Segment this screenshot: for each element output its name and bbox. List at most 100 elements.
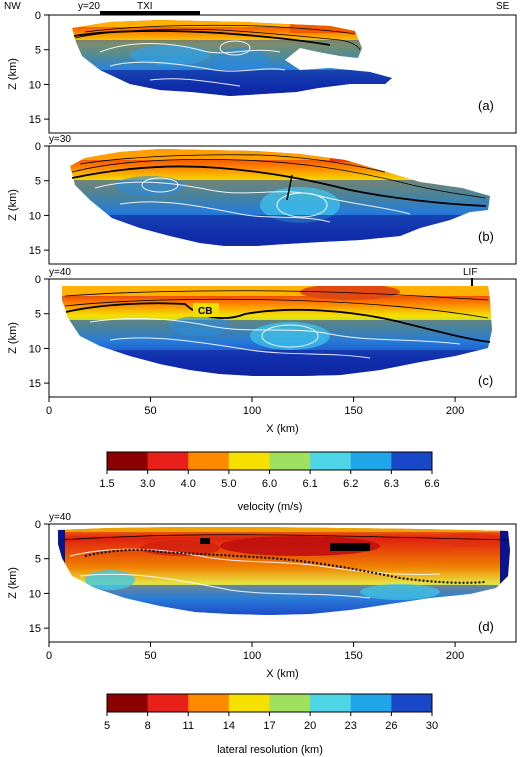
- y-tick-label: 0: [35, 274, 41, 286]
- y-tick-label: 0: [35, 519, 41, 531]
- corner-se-label: SE: [496, 1, 510, 12]
- colorbar-tick-label: 20: [304, 720, 316, 732]
- colorbar-cell: [107, 452, 149, 470]
- panel-b-marker: [286, 174, 293, 201]
- colorbar-tick-label: 11: [183, 720, 194, 732]
- panel-d-tag: (d): [478, 619, 494, 634]
- x-tick-label: 50: [144, 405, 156, 417]
- panel-c: y=40 LIF CB (c): [48, 267, 517, 398]
- colorbar-tick-label: 4.0: [181, 478, 196, 490]
- resolution-scale-label: lateral resolution (km): [217, 744, 323, 756]
- colorbar-cell: [228, 452, 270, 470]
- panel-b-white-contours: [94, 177, 411, 223]
- colorbar-cell: [188, 452, 230, 470]
- y-tick-label: 5: [35, 176, 41, 188]
- z-axis-label: Z (km): [7, 58, 19, 90]
- panel-c-section-label: y=40: [49, 267, 71, 278]
- colorbar-tick-label: 17: [263, 720, 275, 732]
- cb-label: CB: [198, 306, 212, 317]
- colorbar-tick-label: 8: [145, 720, 151, 732]
- y-tick-label: 15: [29, 378, 41, 390]
- panel-a: NW y=20 TXI SE (a): [4, 1, 517, 134]
- panel-d-basement-boundary: [84, 548, 486, 584]
- colorbar-cell: [188, 694, 230, 712]
- colorbar-cell: [269, 452, 311, 470]
- lif-label: LIF: [463, 267, 477, 278]
- txi-bar: [100, 11, 200, 15]
- panel-b-section-label: y=30: [49, 134, 71, 145]
- x-tick-label: 150: [344, 650, 362, 662]
- y-tick-label: 5: [35, 554, 41, 566]
- colorbar-cell: [350, 694, 392, 712]
- colorbar-cell: [228, 694, 270, 712]
- colorbar-tick-label: 5.0: [221, 478, 236, 490]
- panel-a-white-contours: [99, 40, 286, 87]
- y-tick-label: 10: [29, 210, 41, 222]
- panel-a-section-label: y=20: [78, 1, 100, 12]
- x-tick-label: 50: [144, 650, 156, 662]
- colorbar-tick-label: 23: [345, 720, 357, 732]
- colorbar-cell: [147, 452, 189, 470]
- colorbar-tick-label: 26: [385, 720, 397, 732]
- colorbar-tick-label: 5: [104, 720, 110, 732]
- y-tick-label: 15: [29, 245, 41, 257]
- panel-b-tag: (b): [478, 229, 494, 244]
- colorbar-tick-label: 1.5: [99, 478, 114, 490]
- panel-d: y=40 (d): [48, 512, 517, 643]
- y-tick-label: 0: [35, 141, 41, 153]
- velocity-colorbar: 1.5 3.0 4.0 5.0 6.0 6.1 6.2 6.3 6.6 velocity (m/…: [99, 451, 440, 513]
- panel-d-section-label: y=40: [49, 512, 71, 523]
- x-tick-label: 0: [46, 405, 52, 417]
- cb-label-bg: [193, 303, 219, 317]
- panel-c-tag: (c): [478, 373, 493, 388]
- colorbar-cell: [391, 452, 433, 470]
- colorbar-tick-label: 14: [223, 720, 235, 732]
- y-tick-label: 15: [29, 623, 41, 635]
- panel-axes-3: 0 5 10 15 Z (km) 0 50 100 150 200 X (km): [7, 519, 464, 680]
- panel-d-black-cells: [330, 543, 370, 551]
- x-tick-label: 200: [446, 405, 464, 417]
- panel-b: y=30 (b): [48, 134, 517, 265]
- colorbar-tick-label: 3.0: [140, 478, 155, 490]
- z-axis-label: Z (km): [7, 567, 19, 599]
- panel-axes-1: 0 5 10 15 Z (km): [7, 141, 49, 257]
- corner-nw-label: NW: [4, 1, 21, 12]
- x-tick-label: 0: [46, 650, 52, 662]
- x-axis-label: X (km): [266, 423, 298, 435]
- y-tick-label: 15: [29, 114, 41, 126]
- x-tick-label: 100: [243, 405, 261, 417]
- colorbar-cell: [350, 452, 392, 470]
- y-tick-label: 5: [35, 45, 41, 57]
- colorbar-cell: [107, 694, 149, 712]
- y-tick-label: 0: [35, 10, 41, 22]
- x-tick-label: 100: [243, 650, 261, 662]
- y-tick-label: 10: [29, 588, 41, 600]
- panel-b-basement-boundary: [71, 165, 487, 207]
- colorbar-tick-label: 30: [426, 720, 438, 732]
- colorbar-tick-label: 6.1: [302, 478, 317, 490]
- colorbar-cell: [147, 694, 189, 712]
- panel-d-black-contour: [61, 534, 509, 541]
- y-tick-label: 10: [29, 79, 41, 91]
- y-tick-label: 5: [35, 309, 41, 321]
- x-tick-label: 200: [446, 650, 464, 662]
- z-axis-label: Z (km): [7, 189, 19, 221]
- x-tick-label: 150: [344, 405, 362, 417]
- resolution-colorbar: 5 8 11 14 17 20 23 26 30 lateral resolution (km): [104, 693, 438, 756]
- panel-a-tag: (a): [478, 98, 494, 113]
- x-axis-label: X (km): [266, 668, 298, 680]
- velocity-scale-label: velocity (m/s): [238, 501, 303, 513]
- colorbar-tick-label: 6.6: [424, 478, 439, 490]
- panel-c-basement-boundary: [65, 302, 491, 343]
- panel-d-black-cell: [200, 538, 210, 544]
- txi-label: TXI: [137, 1, 153, 12]
- panel-a-basement-boundary: [73, 30, 331, 46]
- panel-c-black-contours: [64, 290, 489, 319]
- colorbar-cell: [310, 452, 352, 470]
- colorbar-tick-label: 6.2: [343, 478, 358, 490]
- colorbar-tick-label: 6.3: [384, 478, 399, 490]
- panel-axes-0: 0 5 10 15 Z (km): [7, 10, 49, 126]
- colorbar-cell: [269, 694, 311, 712]
- colorbar-cell: [391, 694, 433, 712]
